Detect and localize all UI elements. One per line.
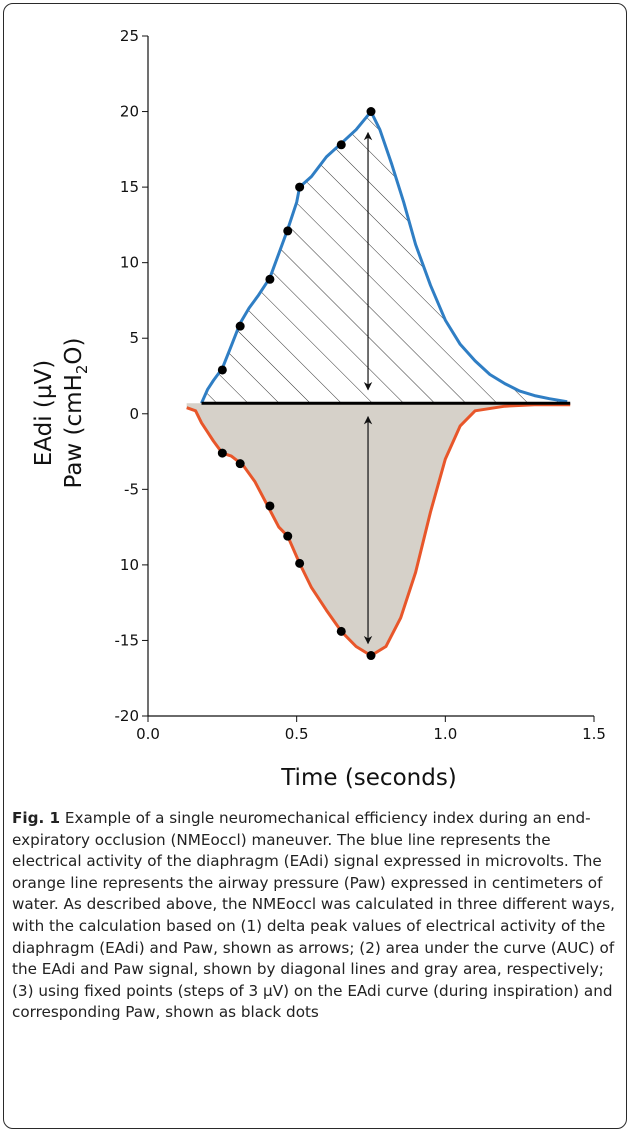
- y-tick-label: 25: [120, 27, 139, 45]
- paw-point: [217, 448, 227, 458]
- figure-caption: Fig. 1 Example of a single neuromechanic…: [12, 808, 616, 1024]
- y-tick-label: 10: [120, 254, 139, 272]
- eadi-point: [235, 321, 245, 331]
- axes: [147, 36, 594, 717]
- eadi-point: [366, 107, 376, 117]
- y-tick-label: 15: [120, 178, 139, 196]
- y-axis-label-eadi: EAdi (µV): [31, 360, 57, 466]
- eadi-auc-hatch: [201, 111, 568, 404]
- eadi-point: [336, 140, 346, 150]
- paw-point: [283, 531, 293, 541]
- paw-auc-fill: [186, 403, 571, 656]
- paw-point: [336, 626, 346, 636]
- paw-line: [186, 403, 571, 658]
- caption-text: Example of a single neuromechanical effi…: [12, 809, 615, 1022]
- paw-point: [265, 501, 275, 511]
- figure-frame: [3, 3, 627, 1129]
- y-axis-label-paw: Paw (cmH2O): [61, 338, 91, 489]
- y-tick-label: -20: [115, 707, 140, 725]
- eadi-line: [200, 110, 568, 404]
- x-tick-label: 0.0: [136, 725, 160, 743]
- x-tick-label: 1.5: [582, 725, 606, 743]
- figure-label: Fig. 1: [12, 809, 61, 827]
- x-axis-label: Time (seconds): [280, 765, 457, 791]
- paw-point: [235, 459, 245, 469]
- x-tick-label: 1.0: [433, 725, 457, 743]
- y-tick-label: -15: [115, 631, 140, 649]
- eadi-point: [283, 226, 293, 236]
- eadi-point: [265, 274, 275, 284]
- y-tick-label: -5: [124, 480, 139, 498]
- chart: 25 20 15 10 5 0 -5 10 -15 -200.0 0.5 1.0 1.5 Time (s…: [31, 27, 606, 791]
- x-tick-label: 0.5: [285, 725, 309, 743]
- y-tick-label: 10: [120, 556, 139, 574]
- y-tick-label: 5: [129, 329, 139, 347]
- paw-point: [295, 558, 305, 568]
- eadi-point: [217, 365, 227, 375]
- y-tick-label: 0: [129, 405, 139, 423]
- y-tick-label: 20: [120, 103, 139, 121]
- eadi-point: [295, 182, 305, 192]
- paw-point: [366, 651, 376, 661]
